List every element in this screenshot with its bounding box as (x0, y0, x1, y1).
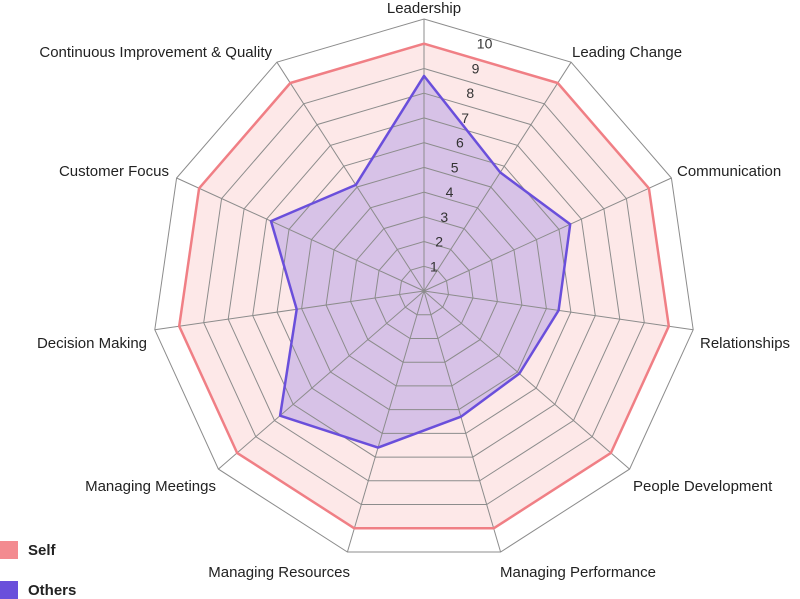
grid-ring (301, 166, 547, 411)
legend-item-self[interactable]: Self (0, 541, 56, 559)
grid-spoke (423, 290, 630, 470)
axis-label: Decision Making (37, 335, 147, 352)
grid-spoke (176, 177, 425, 292)
tick-label: 8 (466, 85, 474, 101)
legend-label-others: Others (28, 581, 77, 599)
tick-label: 1 (430, 258, 438, 274)
grid-spoke (346, 290, 425, 553)
axis-label: Managing Performance (500, 564, 656, 581)
tick-label: 4 (446, 184, 454, 200)
axis-label-layer: Leadership Leading Change Communication Rel… (37, 0, 790, 581)
legend-label-self: Self (28, 541, 56, 559)
tick-label-layer: 1 2 3 4 5 6 7 8 9 10 (430, 36, 493, 275)
grid-spoke (154, 290, 425, 331)
tick-label: 6 (456, 135, 464, 151)
tick-label: 9 (472, 61, 480, 77)
grid-spoke (276, 61, 425, 292)
tick-label: 3 (440, 209, 448, 225)
grid-ring (227, 92, 621, 482)
series-fill-others (271, 75, 571, 448)
grid-ring (154, 18, 694, 553)
grid-ring (276, 142, 572, 434)
grid-ring (325, 191, 523, 387)
axis-label: Communication (677, 163, 781, 180)
tick-label: 10 (477, 36, 493, 52)
grid-ring (398, 265, 450, 316)
axis-label: Leadership (387, 0, 461, 17)
grid-ring (203, 67, 645, 505)
grid-spoke (423, 61, 572, 292)
grid-ring (252, 117, 596, 458)
axis-label: Managing Meetings (85, 478, 216, 495)
grid-ring (350, 216, 498, 363)
axis-label: Customer Focus (59, 163, 169, 180)
legend-item-others[interactable]: Others (0, 581, 76, 599)
tick-label: 7 (461, 110, 469, 126)
axis-label: Managing Resources (208, 564, 350, 581)
tick-label: 5 (451, 159, 459, 175)
tick-label: 2 (435, 234, 443, 250)
legend-swatch-others (0, 581, 18, 599)
grid-spoke (423, 177, 672, 292)
series-line-layer (177, 42, 671, 530)
axis-label: Continuous Improvement & Quality (39, 44, 272, 61)
grid-spoke (423, 290, 502, 553)
legend-swatch-self (0, 541, 18, 559)
grid-spoke (218, 290, 425, 470)
series-line-others[interactable] (269, 74, 572, 449)
axis-label: Leading Change (572, 44, 682, 61)
series-line-self[interactable] (177, 42, 671, 530)
grid-ring (374, 240, 474, 339)
axis-label: Relationships (700, 335, 790, 352)
axis-label: People Development (633, 478, 773, 495)
